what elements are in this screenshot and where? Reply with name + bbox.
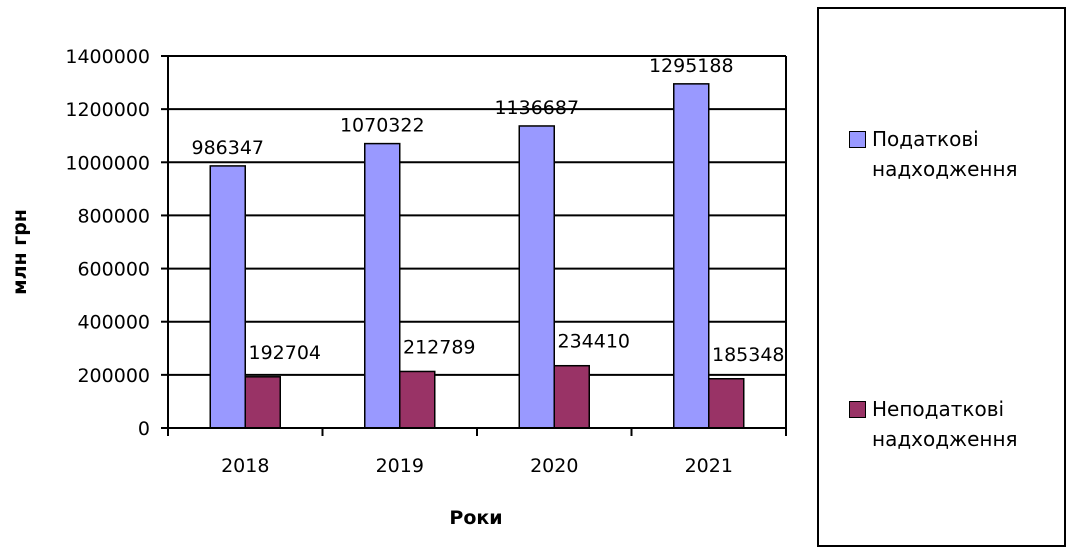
y-tick-label: 800000 bbox=[77, 205, 150, 227]
y-tick-labels: 0 200000 400000 600000 800000 1000000 1200000 1… bbox=[65, 46, 150, 440]
y-tick-label: 0 bbox=[138, 418, 150, 440]
x-tick-label: 2019 bbox=[376, 455, 424, 477]
bar-tax-revenue bbox=[209, 165, 246, 429]
legend-swatch-nontax bbox=[849, 401, 866, 418]
x-tick-label: 2018 bbox=[221, 455, 269, 477]
legend-item-tax: Податкові надходження bbox=[849, 124, 1018, 184]
legend: Податкові надходження Неподаткові надход… bbox=[817, 7, 1066, 547]
y-tick-label: 400000 bbox=[77, 312, 150, 334]
legend-label-tax: Податкові надходження bbox=[872, 127, 1018, 181]
bar-tax-revenue bbox=[364, 142, 401, 429]
x-tick-label: 2021 bbox=[685, 455, 733, 477]
y-tick-label: 1400000 bbox=[65, 46, 150, 68]
data-label-tax: 986347 bbox=[191, 137, 264, 159]
y-tick-label: 1000000 bbox=[65, 152, 150, 174]
bar-nontax-revenue bbox=[399, 370, 436, 429]
bar-chart: 0 200000 400000 600000 800000 1000000 1200000 1… bbox=[9, 46, 787, 529]
legend-item-nontax: Неподаткові надходження bbox=[849, 394, 1018, 454]
data-label-tax: 1070322 bbox=[340, 115, 425, 137]
axes bbox=[161, 55, 787, 436]
y-tick-label: 600000 bbox=[77, 259, 150, 281]
bar-tax-revenue bbox=[673, 83, 710, 429]
x-tick-label: 2020 bbox=[530, 455, 578, 477]
bar-tax-revenue bbox=[518, 125, 555, 429]
y-tick-label: 200000 bbox=[77, 365, 150, 387]
bar-nontax-revenue bbox=[553, 364, 590, 429]
data-label-tax: 1136687 bbox=[494, 97, 579, 119]
data-label-nontax: 212789 bbox=[403, 336, 476, 358]
legend-label-nontax: Неподаткові надходження bbox=[872, 397, 1018, 451]
gridlines bbox=[168, 55, 786, 376]
y-tick-label: 1200000 bbox=[65, 99, 150, 121]
x-axis-title: Роки bbox=[449, 507, 502, 529]
data-label-tax: 1295188 bbox=[649, 55, 734, 77]
bar-nontax-revenue bbox=[708, 378, 745, 429]
y-axis-title: млн грн bbox=[9, 209, 31, 295]
bars bbox=[209, 83, 745, 429]
data-label-nontax: 185348 bbox=[712, 344, 785, 366]
bar-nontax-revenue bbox=[244, 376, 281, 429]
data-label-nontax: 234410 bbox=[557, 331, 630, 353]
x-tick-labels: 2018 2019 2020 2021 bbox=[221, 455, 733, 477]
data-labels: 986347 192704 1070322 212789 1136687 234410 12… bbox=[191, 55, 784, 366]
legend-swatch-tax bbox=[849, 131, 866, 148]
data-label-nontax: 192704 bbox=[248, 342, 321, 364]
